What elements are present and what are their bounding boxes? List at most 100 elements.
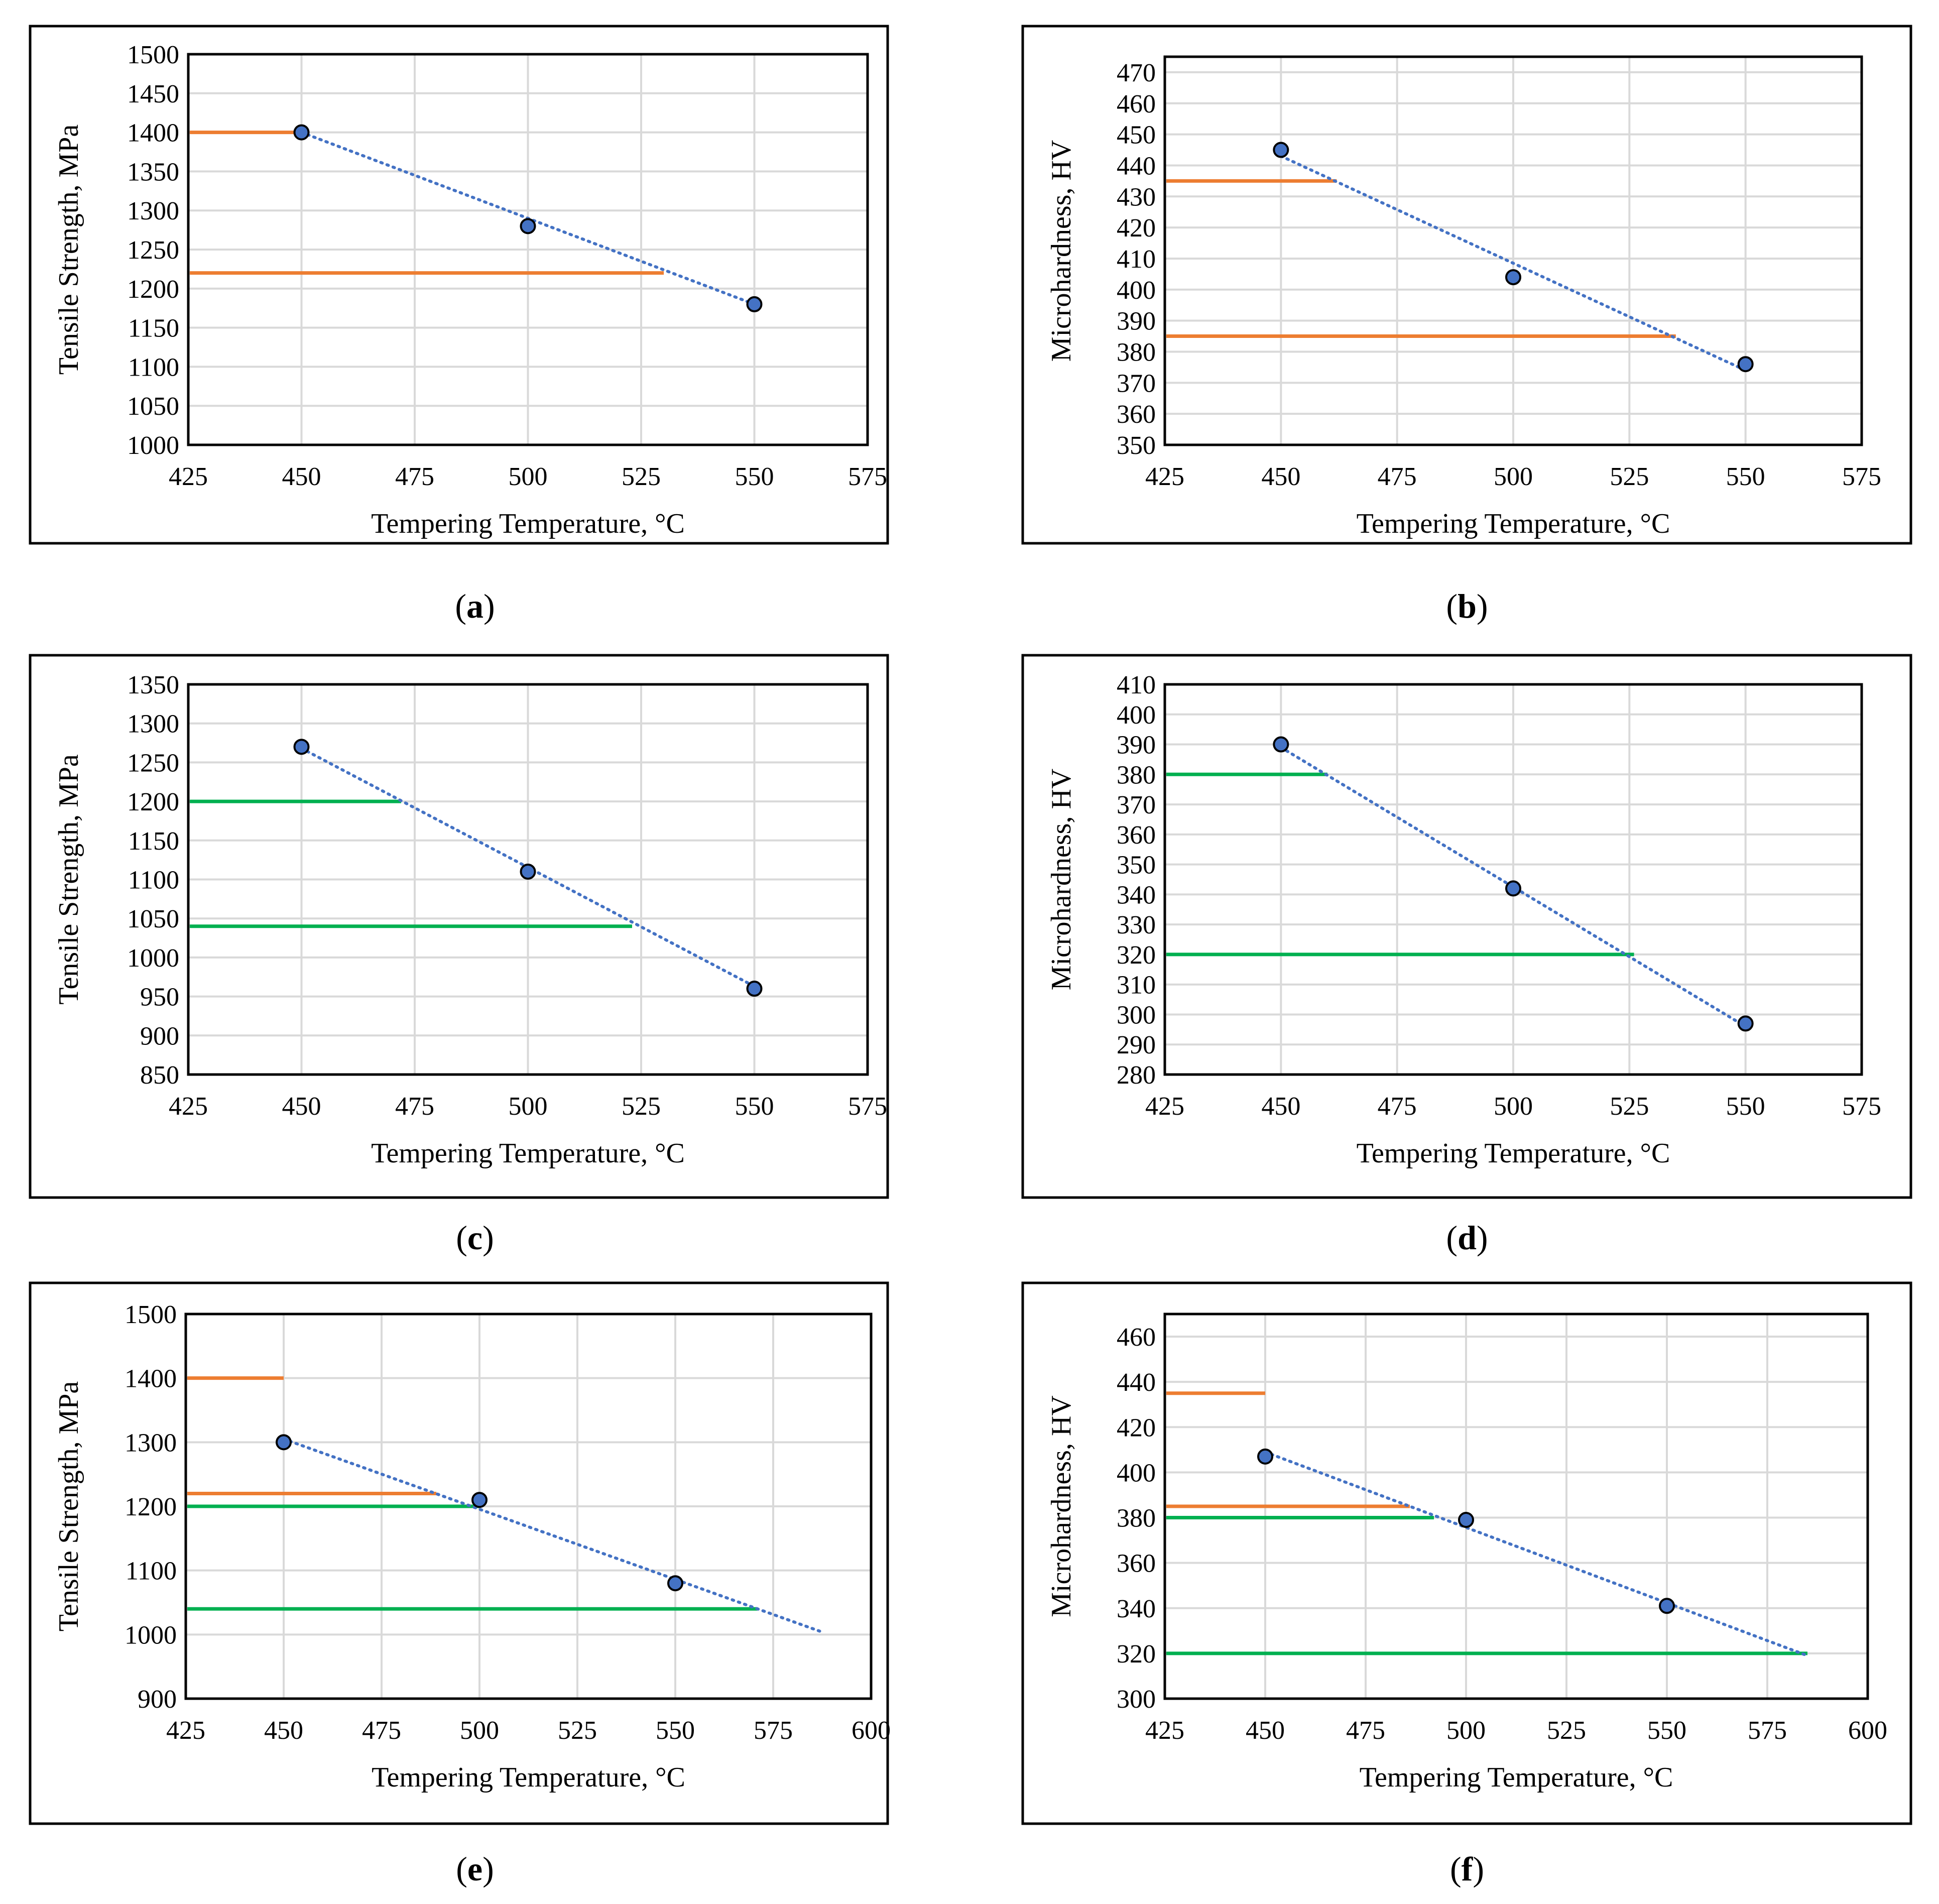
y-tick-label: 400	[1117, 276, 1156, 305]
chart-panel-e: 425 450 475 500 525 550 575 600 900 1000 1100 1200 1…	[29, 1281, 891, 1888]
x-tick-label: 450	[264, 1716, 303, 1745]
x-axis-title: Tempering Temperature, °C	[371, 1138, 685, 1169]
panel-caption: (c)	[456, 1219, 494, 1257]
y-tick-label: 320	[1117, 1640, 1156, 1669]
y-tick-label: 1000	[127, 944, 179, 973]
y-tick-label: 1300	[127, 197, 179, 225]
y-tick-label: 320	[1117, 941, 1156, 970]
trend-line	[1264, 1450, 1809, 1657]
data-point	[1458, 1512, 1474, 1528]
y-tick-label: 470	[1117, 59, 1156, 87]
data-point	[1659, 1598, 1675, 1614]
x-tick-label: 425	[169, 1092, 208, 1121]
data-point	[1257, 1448, 1273, 1465]
x-tick-label: 575	[1842, 1092, 1881, 1121]
x-tick-label: 550	[735, 462, 774, 491]
x-axis-title: Tempering Temperature, °C	[372, 1762, 685, 1793]
plot-border	[187, 53, 869, 446]
x-tick-label: 425	[169, 462, 208, 491]
panel-caption: (b)	[1446, 587, 1488, 625]
y-tick-label: 300	[1117, 1685, 1156, 1714]
x-tick-label: 450	[282, 462, 321, 491]
y-tick-label: 1100	[128, 866, 179, 895]
x-tick-label: 525	[1610, 1092, 1649, 1121]
x-tick-label: 575	[848, 1092, 887, 1121]
y-tick-label: 1200	[127, 275, 179, 304]
plot-border	[1163, 1313, 1869, 1700]
x-tick-label: 450	[1261, 1092, 1300, 1121]
y-tick-label: 1400	[125, 1365, 177, 1393]
x-tick-label: 500	[509, 462, 548, 491]
y-tick-label: 360	[1117, 400, 1156, 429]
y-tick-label: 350	[1117, 851, 1156, 880]
y-axis-title: Microhardness, HV	[1046, 1395, 1077, 1617]
y-tick-label: 1450	[127, 80, 179, 108]
y-tick-label: 1250	[127, 236, 179, 265]
x-tick-label: 450	[1246, 1716, 1285, 1745]
y-tick-label: 310	[1117, 971, 1156, 1000]
y-tick-label: 410	[1117, 245, 1156, 274]
y-tick-label: 360	[1117, 821, 1156, 850]
x-tick-label: 525	[622, 1092, 661, 1121]
x-tick-label: 500	[1494, 1092, 1533, 1121]
x-tick-label: 525	[1610, 462, 1649, 491]
x-axis-title: Tempering Temperature, °C	[1357, 1138, 1670, 1169]
x-tick-label: 600	[852, 1716, 891, 1745]
x-tick-label: 475	[1346, 1716, 1385, 1745]
data-point	[746, 981, 763, 997]
y-tick-label: 370	[1117, 369, 1156, 398]
panel-caption: (e)	[456, 1850, 494, 1888]
chart-panel-c: 425 450 475 500 525 550 575 850 900 950 1000 1050 11…	[29, 654, 889, 1257]
y-tick-label: 1150	[128, 314, 179, 343]
plot-border	[1163, 683, 1863, 1076]
y-tick-label: 950	[140, 983, 179, 1012]
y-tick-label: 390	[1117, 307, 1156, 336]
chart-panel-d: 425 450 475 500 525 550 5752802903003103203303…	[1021, 654, 1912, 1257]
x-tick-label: 425	[1145, 1092, 1184, 1121]
panel-caption: (a)	[455, 587, 495, 625]
x-axis-title: Tempering Temperature, °C	[371, 508, 685, 539]
y-tick-label: 1350	[127, 158, 179, 186]
x-tick-label: 425	[166, 1716, 205, 1745]
y-tick-label: 440	[1117, 1368, 1156, 1397]
y-tick-label: 290	[1117, 1031, 1156, 1059]
data-point	[1505, 269, 1521, 286]
data-point	[520, 218, 536, 234]
data-point	[1273, 142, 1289, 158]
data-point	[520, 863, 536, 880]
y-tick-label: 300	[1117, 1001, 1156, 1029]
x-tick-label: 425	[1145, 462, 1184, 491]
y-tick-label: 350	[1117, 431, 1156, 460]
plot-border	[187, 683, 869, 1076]
y-tick-label: 1100	[128, 353, 179, 382]
y-tick-label: 280	[1117, 1061, 1156, 1090]
y-tick-label: 370	[1117, 791, 1156, 819]
y-tick-label: 400	[1117, 701, 1156, 730]
y-tick-label: 1350	[127, 671, 179, 699]
x-tick-label: 525	[1547, 1716, 1586, 1745]
y-tick-label: 1100	[126, 1557, 177, 1586]
y-tick-label: 1000	[125, 1621, 177, 1649]
y-tick-label: 1500	[125, 1300, 177, 1329]
x-tick-label: 500	[1494, 462, 1533, 491]
plot-border	[1163, 55, 1863, 446]
y-tick-label: 1400	[127, 119, 179, 148]
y-axis-title: Microhardness, HV	[1046, 140, 1077, 362]
y-tick-label: 420	[1117, 214, 1156, 243]
x-axis-title: Tempering Temperature, °C	[1357, 508, 1670, 539]
y-tick-label: 460	[1117, 1323, 1156, 1352]
x-tick-label: 550	[656, 1716, 695, 1745]
data-point	[1273, 736, 1289, 753]
y-tick-label: 400	[1117, 1459, 1156, 1487]
y-tick-label: 360	[1117, 1550, 1156, 1578]
y-axis-title: Tensile Strength, MPa	[53, 754, 84, 1005]
y-axis-title: Microhardness, HV	[1046, 769, 1077, 991]
x-tick-label: 475	[1378, 462, 1417, 491]
x-tick-label: 550	[1726, 1092, 1765, 1121]
y-tick-label: 340	[1117, 881, 1156, 909]
x-tick-label: 500	[509, 1092, 548, 1121]
y-axis-title: Tensile Strength, MPa	[53, 125, 84, 375]
y-tick-label: 1050	[127, 905, 179, 933]
data-point	[746, 296, 763, 312]
